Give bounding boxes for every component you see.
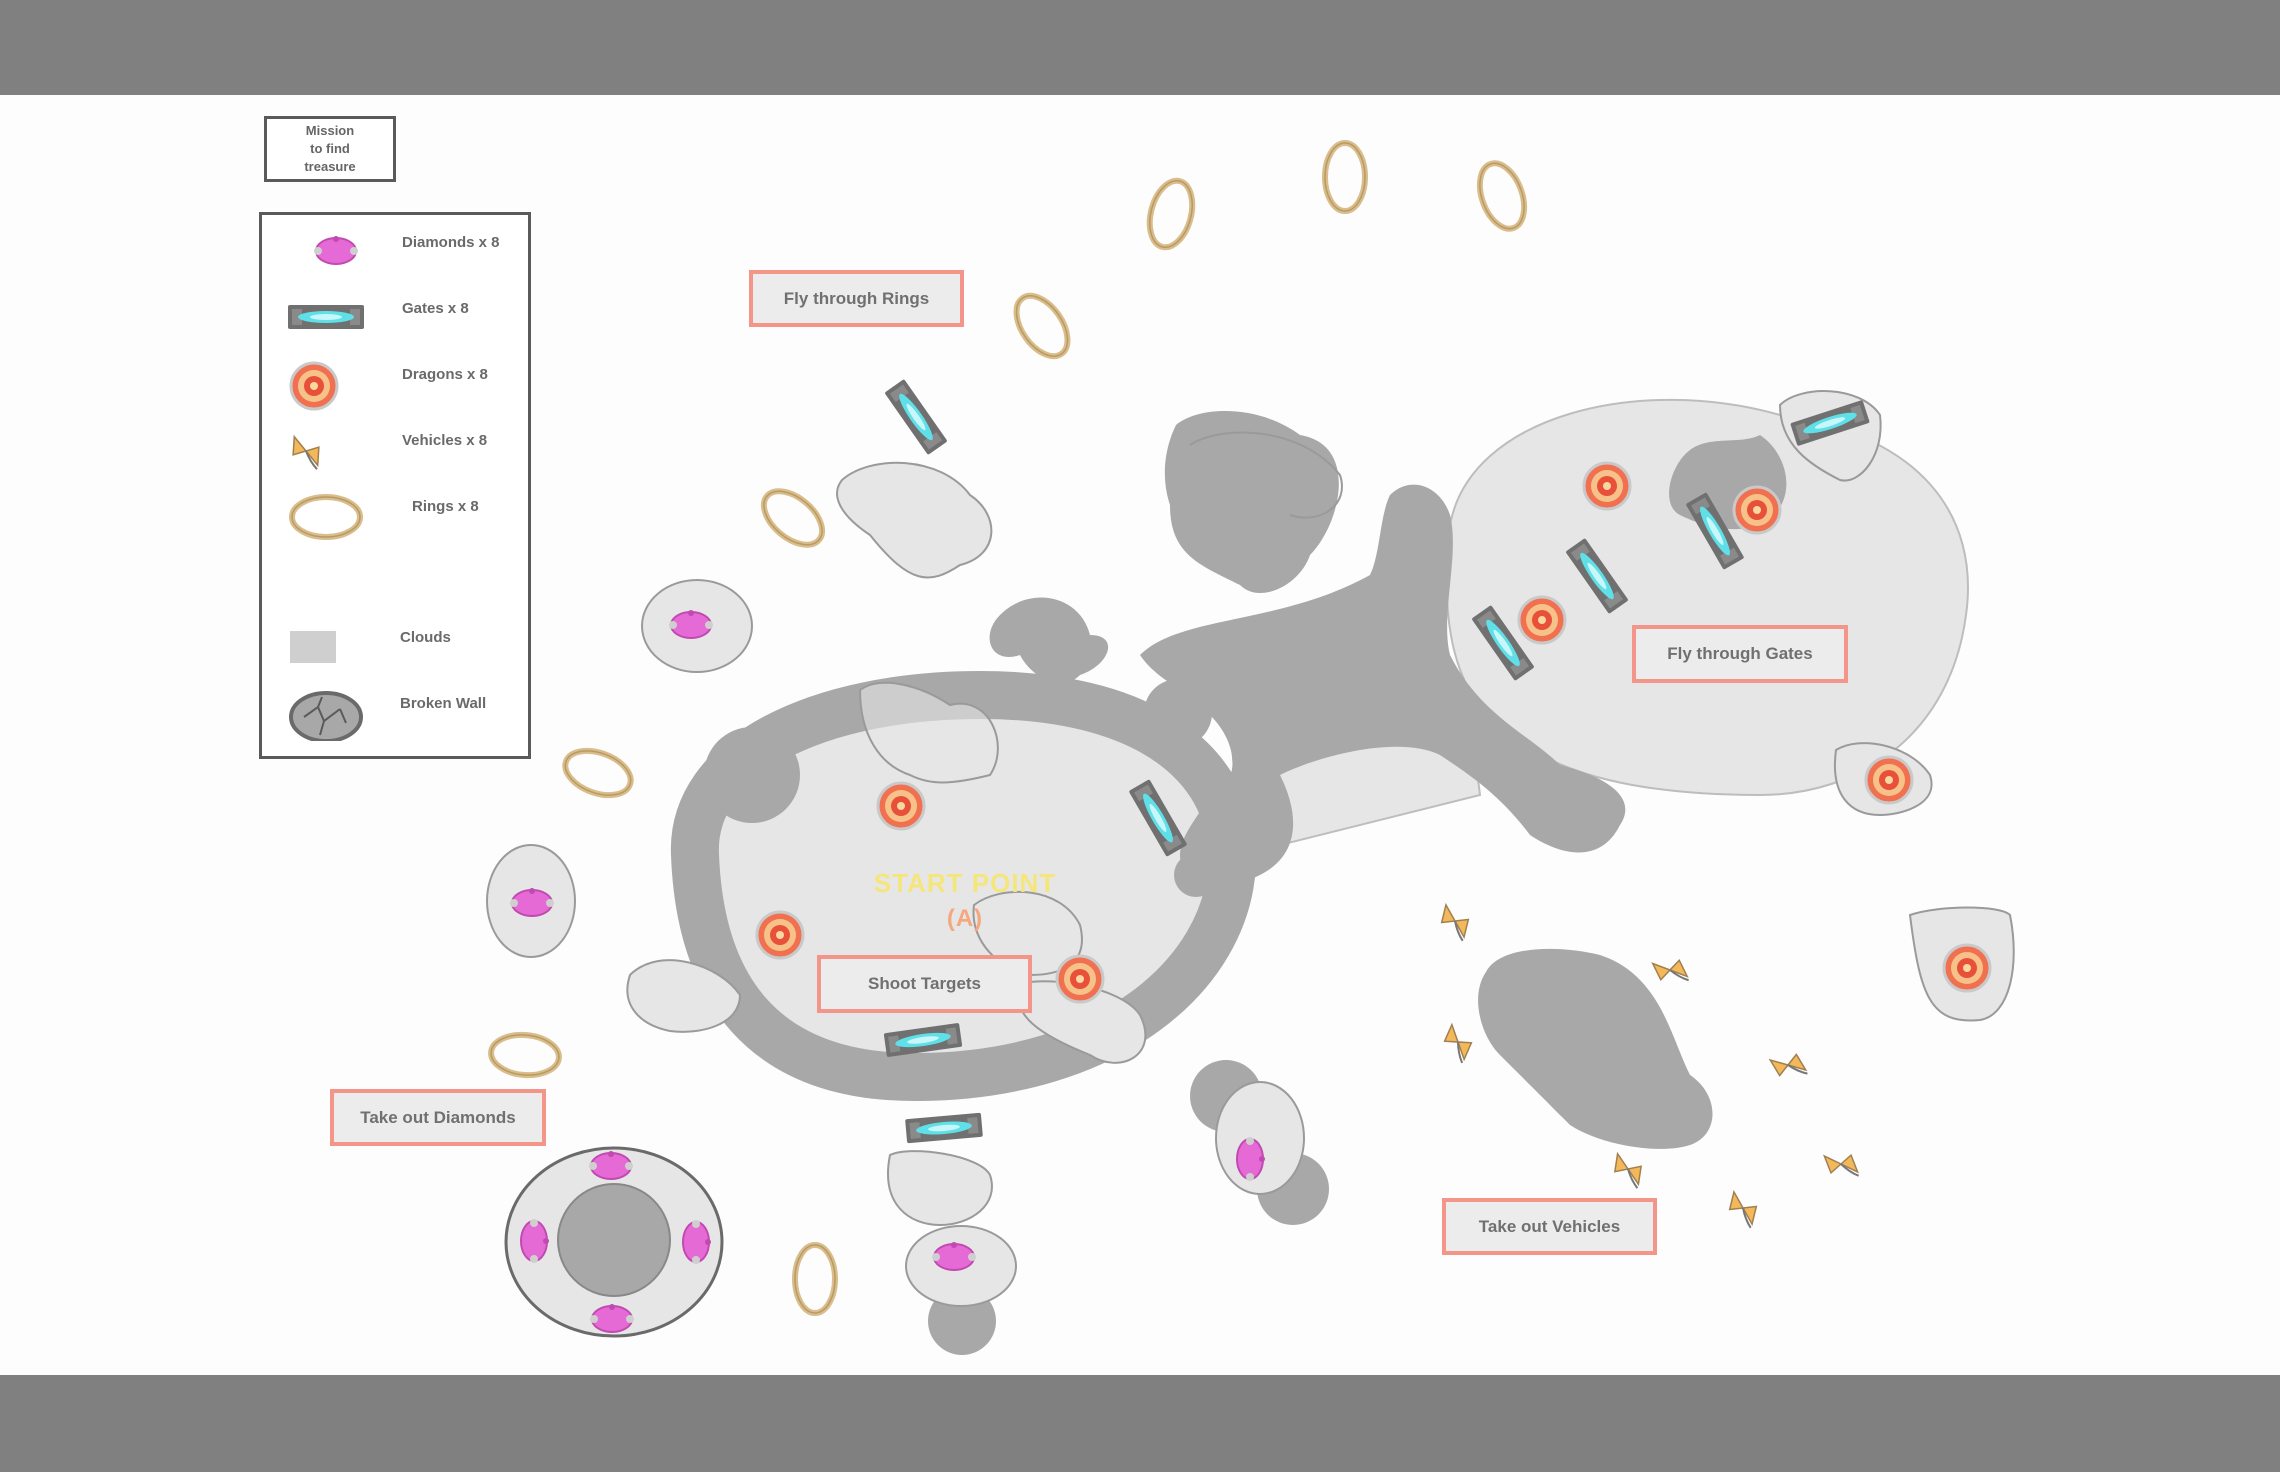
bow-tie-icon: [1651, 952, 1690, 991]
ring-icon: [284, 484, 364, 544]
legend-label-gem: Diamonds x 8: [402, 234, 500, 251]
ring-icon: [559, 743, 637, 804]
target-icon: [755, 910, 805, 960]
mission-map: Mission to find treasure Diamonds x 8 Ga…: [0, 95, 2280, 1375]
legend-item-wall: Broken Wall: [262, 681, 528, 741]
target-icon: [1517, 595, 1567, 645]
ring-icon: [754, 481, 832, 555]
cyan-gate-icon: [288, 305, 364, 329]
broken-wall-icon: [289, 691, 363, 741]
legend-label-gate: Gates x 8: [402, 300, 469, 317]
target-icon: [1732, 485, 1782, 535]
ring-icon: [1143, 176, 1199, 252]
legend-item-target: Dragons x 8: [262, 352, 528, 412]
shoot-targets-label: Shoot Targets: [817, 955, 1032, 1013]
cloud-swatch-icon: [290, 631, 336, 663]
gate-icon: [884, 378, 948, 456]
bow-tie-icon: [1435, 903, 1474, 942]
target-icon: [876, 781, 926, 831]
title-line-3: treasure: [304, 159, 356, 174]
legend-label-ring: Rings x 8: [412, 498, 479, 515]
bow-tie-icon: [1823, 1147, 1860, 1185]
fly-through-gates-label: Fly through Gates: [1632, 625, 1848, 683]
target-icon: [289, 361, 339, 411]
legend-item-bow: Vehicles x 8: [262, 418, 528, 478]
target-icon: [1055, 954, 1105, 1004]
legend-item-cloud: Clouds: [262, 615, 528, 675]
bow-tie-icon: [1769, 1047, 1809, 1087]
ring-icon: [795, 1245, 835, 1313]
ring-icon: [489, 1032, 560, 1078]
mission-title-box: Mission to find treasure: [264, 116, 396, 182]
take-out-diamonds-label: Take out Diamonds: [330, 1089, 546, 1146]
bow-tie-icon: [1436, 1023, 1478, 1064]
legend-label-bow: Vehicles x 8: [402, 432, 488, 449]
small-clouds: [486, 390, 2015, 1307]
bow-tie-icon: [1609, 1152, 1646, 1190]
legend-label-cloud: Clouds: [400, 629, 451, 646]
ring-icon: [1325, 143, 1365, 211]
start-point-code: (A): [946, 905, 984, 932]
start-point-label: START POINT: [873, 868, 1057, 898]
legend-item-ring: Rings x 8: [262, 484, 528, 544]
target-icon: [1582, 461, 1632, 511]
start-point-marker: START POINT (A): [860, 865, 1070, 937]
bow-tie-icon: [288, 435, 323, 471]
legend-item-gate: Gates x 8: [262, 286, 528, 346]
gem-platform: [504, 1146, 724, 1338]
target-icon: [1864, 755, 1914, 805]
legend-label-target: Dragons x 8: [402, 366, 488, 383]
title-line-1: Mission: [305, 123, 355, 138]
ring-icon: [1006, 287, 1078, 366]
bow-tie-icon: [1723, 1190, 1762, 1229]
title-line-2: to find: [310, 141, 350, 156]
take-out-vehicles-label: Take out Vehicles: [1442, 1198, 1657, 1255]
gate-icon: [905, 1112, 983, 1144]
pink-gem-icon: [313, 235, 359, 265]
target-icon: [1942, 943, 1992, 993]
legend-item-gem: Diamonds x 8: [262, 220, 528, 280]
legend-panel: Diamonds x 8 Gates x 8 Dragons x 8 Vehic…: [259, 212, 531, 759]
ring-icon: [1472, 157, 1533, 235]
fly-through-rings-label: Fly through Rings: [749, 270, 964, 327]
legend-label-wall: Broken Wall: [400, 695, 487, 712]
